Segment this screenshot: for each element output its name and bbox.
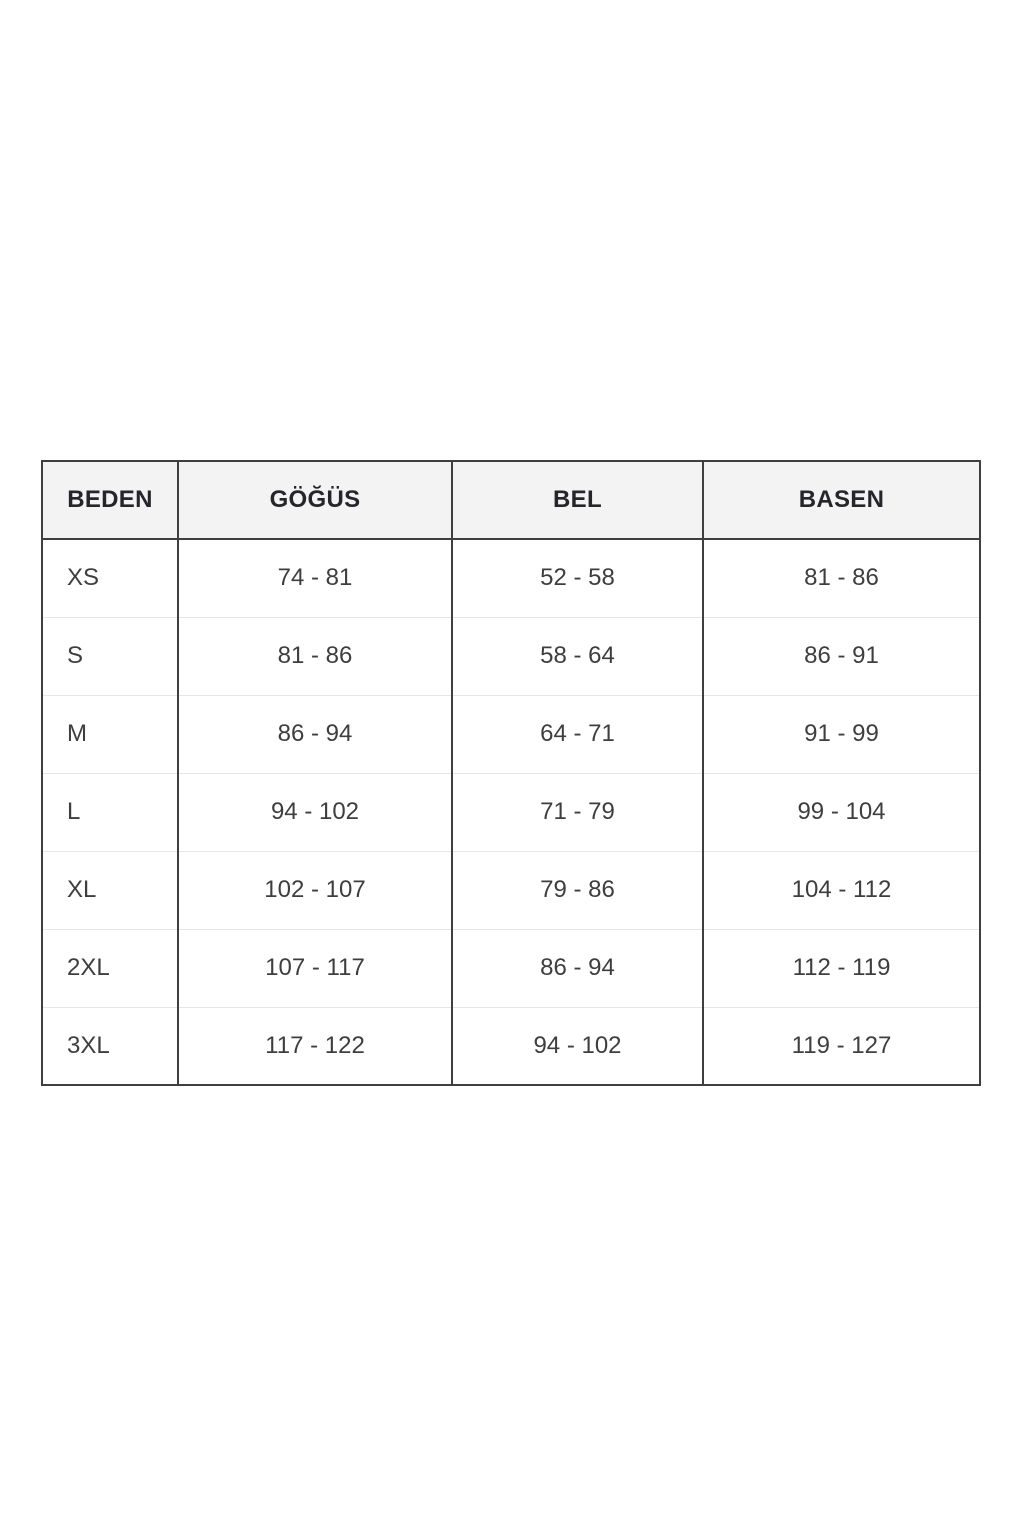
chest-range-cell: 86 - 94 [178,695,453,774]
size-chart: BEDEN GÖĞÜS BEL BASEN XS 74 - 81 52 - 58… [41,460,981,1086]
hip-range-cell: 81 - 86 [703,539,980,618]
chest-range-cell: 107 - 117 [178,929,453,1008]
column-header-basen: BASEN [703,461,980,540]
size-cell: 2XL [42,929,179,1008]
waist-range-cell: 58 - 64 [452,617,704,696]
size-cell: L [42,773,179,852]
waist-range-cell: 52 - 58 [452,539,704,618]
waist-range-cell: 94 - 102 [452,1007,704,1085]
column-header-bel: BEL [452,461,704,540]
chest-range-cell: 117 - 122 [178,1007,453,1085]
hip-range-cell: 119 - 127 [703,1007,980,1085]
size-cell: M [42,695,179,774]
size-chart-header: BEDEN GÖĞÜS BEL BASEN [42,461,980,540]
hip-range-cell: 104 - 112 [703,851,980,930]
size-cell: 3XL [42,1007,179,1085]
table-row-3xl: 3XL 117 - 122 94 - 102 119 - 127 [42,1007,980,1085]
table-row-s: S 81 - 86 58 - 64 86 - 91 [42,617,980,696]
hip-range-cell: 99 - 104 [703,773,980,852]
chest-range-cell: 102 - 107 [178,851,453,930]
waist-range-cell: 71 - 79 [452,773,704,852]
waist-range-cell: 79 - 86 [452,851,704,930]
hip-range-cell: 86 - 91 [703,617,980,696]
waist-range-cell: 86 - 94 [452,929,704,1008]
table-row-xs: XS 74 - 81 52 - 58 81 - 86 [42,539,980,618]
column-header-gogus: GÖĞÜS [178,461,453,540]
size-cell: XL [42,851,179,930]
hip-range-cell: 91 - 99 [703,695,980,774]
table-row-l: L 94 - 102 71 - 79 99 - 104 [42,773,980,852]
size-cell: XS [42,539,179,618]
hip-range-cell: 112 - 119 [703,929,980,1008]
size-chart-body: XS 74 - 81 52 - 58 81 - 86 S 81 - 86 58 … [42,539,980,1085]
header-row: BEDEN GÖĞÜS BEL BASEN [42,461,980,540]
table-row-m: M 86 - 94 64 - 71 91 - 99 [42,695,980,774]
chest-range-cell: 74 - 81 [178,539,453,618]
column-header-beden: BEDEN [42,461,179,540]
chest-range-cell: 81 - 86 [178,617,453,696]
waist-range-cell: 64 - 71 [452,695,704,774]
table-row-2xl: 2XL 107 - 117 86 - 94 112 - 119 [42,929,980,1008]
chest-range-cell: 94 - 102 [178,773,453,852]
size-chart-table: BEDEN GÖĞÜS BEL BASEN XS 74 - 81 52 - 58… [41,460,981,1086]
table-row-xl: XL 102 - 107 79 - 86 104 - 112 [42,851,980,930]
size-cell: S [42,617,179,696]
